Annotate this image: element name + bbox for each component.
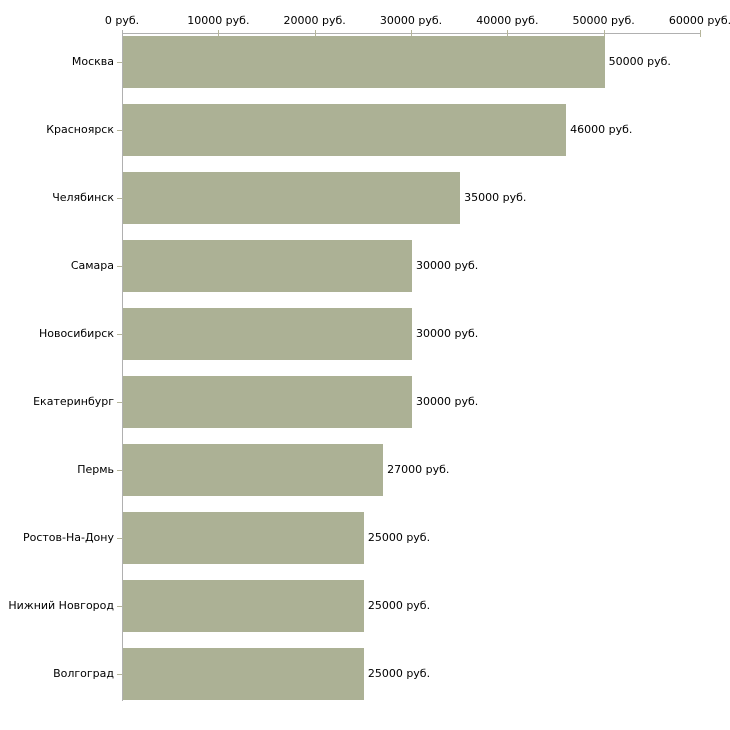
category-label: Екатеринбург bbox=[33, 395, 114, 408]
bar-value-label: 50000 руб. bbox=[608, 55, 671, 68]
category-label: Ростов-На-Дону bbox=[22, 531, 114, 544]
x-axis-tick-mark bbox=[218, 30, 220, 37]
y-axis-tick-mark bbox=[117, 402, 122, 403]
bar-row: Красноярск 46000 руб. bbox=[0, 104, 730, 156]
bar-value-label: 46000 руб. bbox=[570, 123, 633, 136]
x-axis-tick-label: 0 руб. bbox=[104, 14, 140, 27]
x-axis-tick-mark bbox=[507, 30, 509, 37]
y-axis-tick-mark bbox=[117, 470, 122, 471]
bar-value-label: 25000 руб. bbox=[367, 531, 431, 544]
category-label: Москва bbox=[71, 55, 114, 68]
bar-row: Нижний Новгород 25000 руб. bbox=[0, 580, 730, 632]
y-axis-tick-mark bbox=[117, 538, 122, 539]
bar[interactable] bbox=[123, 172, 461, 224]
x-axis-tick-label: 60000 руб. bbox=[668, 14, 730, 27]
bar[interactable] bbox=[123, 648, 364, 700]
x-axis-tick-label: 10000 руб. bbox=[187, 14, 250, 27]
bar-row: Самара 30000 руб. bbox=[0, 240, 730, 292]
bar[interactable] bbox=[123, 240, 412, 292]
bar-value-label: 25000 руб. bbox=[367, 667, 431, 680]
x-axis-tick-mark bbox=[314, 30, 316, 37]
bar-row: Москва 50000 руб. bbox=[0, 36, 730, 88]
bar[interactable] bbox=[123, 308, 412, 360]
y-axis-tick-mark bbox=[117, 266, 122, 267]
bar-row: Пермь 27000 руб. bbox=[0, 444, 730, 496]
bar-value-label: 35000 руб. bbox=[464, 191, 527, 204]
x-axis-tick-mark bbox=[603, 30, 605, 37]
bar[interactable] bbox=[123, 580, 364, 632]
x-axis-tick-label: 50000 руб. bbox=[572, 14, 635, 27]
bar[interactable] bbox=[123, 36, 605, 88]
bar[interactable] bbox=[123, 512, 364, 564]
category-label: Пермь bbox=[77, 463, 114, 476]
bar-row: Екатеринбург 30000 руб. bbox=[0, 376, 730, 428]
bar-value-label: 30000 руб. bbox=[416, 395, 479, 408]
x-axis-tick-mark bbox=[700, 30, 701, 37]
bar[interactable] bbox=[123, 104, 567, 156]
bar[interactable] bbox=[123, 444, 384, 496]
x-axis-tick-label: 30000 руб. bbox=[379, 14, 443, 27]
category-label: Красноярск bbox=[46, 123, 114, 136]
y-axis-tick-mark bbox=[117, 198, 122, 199]
bar-row: Ростов-На-Дону 25000 руб. bbox=[0, 512, 730, 564]
x-axis-tick-label: 20000 руб. bbox=[283, 14, 346, 27]
y-axis-tick-mark bbox=[117, 334, 122, 335]
bar[interactable] bbox=[123, 376, 412, 428]
category-label: Самара bbox=[70, 259, 114, 272]
category-label: Нижний Новгород bbox=[8, 599, 114, 612]
x-axis-tick-label: 40000 руб. bbox=[476, 14, 539, 27]
bar-value-label: 30000 руб. bbox=[416, 259, 479, 272]
category-label: Челябинск bbox=[52, 191, 114, 204]
bar-row: Волгоград 25000 руб. bbox=[0, 648, 730, 700]
category-label: Новосибирск bbox=[38, 327, 114, 340]
y-axis-tick-mark bbox=[117, 62, 122, 63]
category-label: Волгоград bbox=[53, 667, 114, 680]
y-axis-tick-mark bbox=[117, 674, 122, 675]
x-axis-tick-mark bbox=[411, 30, 412, 37]
y-axis-tick-mark bbox=[117, 130, 122, 131]
bar-value-label: 30000 руб. bbox=[416, 327, 479, 340]
y-axis-tick-mark bbox=[117, 606, 122, 607]
bar-value-label: 27000 руб. bbox=[387, 463, 450, 476]
y-axis-line bbox=[122, 30, 123, 701]
bar-row: Новосибирск 30000 руб. bbox=[0, 308, 730, 360]
bar-row: Челябинск 35000 руб. bbox=[0, 172, 730, 224]
bar-value-label: 25000 руб. bbox=[367, 599, 431, 612]
